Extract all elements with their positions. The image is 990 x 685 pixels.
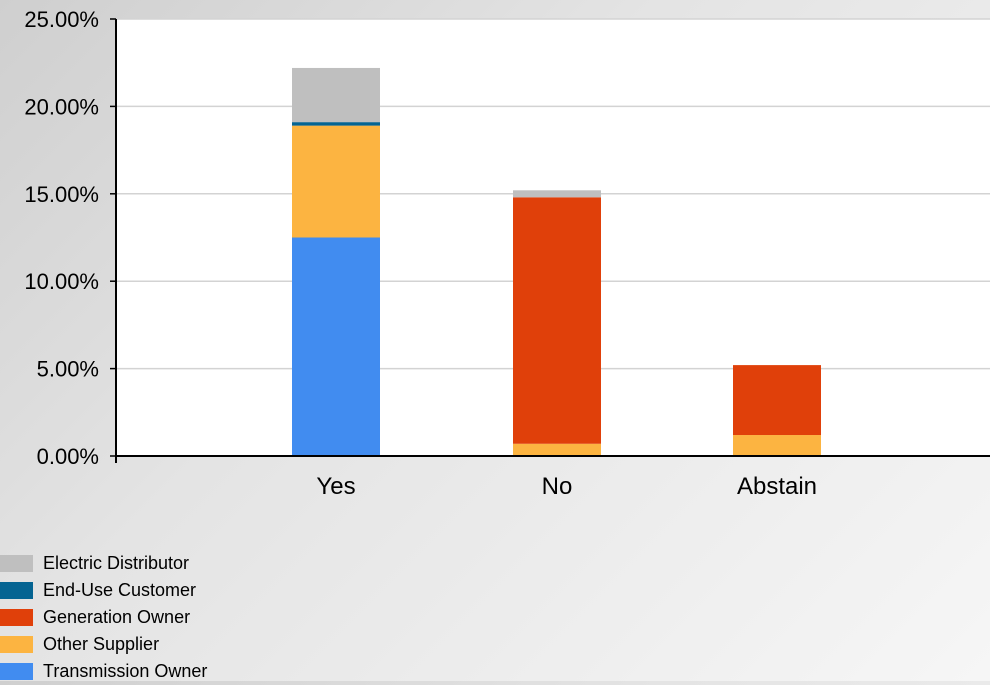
bar-segment [513, 197, 601, 444]
x-category-label: Yes [316, 473, 355, 500]
y-axis-ticks: 0.00% 5.00% 10.00% 15.00% 20.00% 25.00% [24, 7, 116, 469]
legend-label: End-Use Customer [43, 580, 197, 600]
y-tick-label: 10.00% [24, 269, 99, 294]
y-tick-label: 15.00% [24, 182, 99, 207]
bar-segment [733, 435, 821, 456]
bar-segment [292, 122, 380, 126]
bars [292, 67, 821, 456]
bar-segment [513, 190, 601, 198]
legend: Electric Distributor End-Use Customer Gene… [0, 550, 207, 685]
x-axis-labels: Yes No Abstain [115, 456, 817, 500]
legend-swatch [0, 582, 33, 599]
legend-swatch [0, 636, 33, 653]
x-category-label: No [542, 473, 573, 500]
bar-segment [292, 125, 380, 238]
legend-label: Other Supplier [43, 634, 160, 654]
legend-item: End-Use Customer [0, 577, 207, 604]
bar-segment [513, 443, 601, 456]
legend-label: Transmission Owner [43, 661, 208, 681]
legend-label: Generation Owner [43, 607, 191, 627]
legend-item: Other Supplier [0, 631, 207, 658]
stacked-bar-chart: 0.00% 5.00% 10.00% 15.00% 20.00% 25.00% Yes No… [24, 7, 990, 500]
y-tick-label: 25.00% [24, 7, 99, 32]
legend-item: Transmission Owner [0, 658, 207, 685]
legend-item: Electric Distributor [0, 550, 207, 577]
legend-item: Generation Owner [0, 604, 207, 631]
bar-segment [292, 237, 380, 456]
bar-segment [292, 67, 380, 123]
y-tick-label: 5.00% [37, 357, 99, 382]
y-tick-label: 0.00% [37, 444, 99, 469]
y-tick-label: 20.00% [24, 94, 99, 119]
legend-swatch [0, 609, 33, 626]
x-category-label: Abstain [737, 473, 817, 500]
legend-swatch [0, 555, 33, 572]
legend-swatch [0, 663, 33, 680]
bar-segment [733, 365, 821, 436]
legend-label: Electric Distributor [43, 553, 190, 573]
